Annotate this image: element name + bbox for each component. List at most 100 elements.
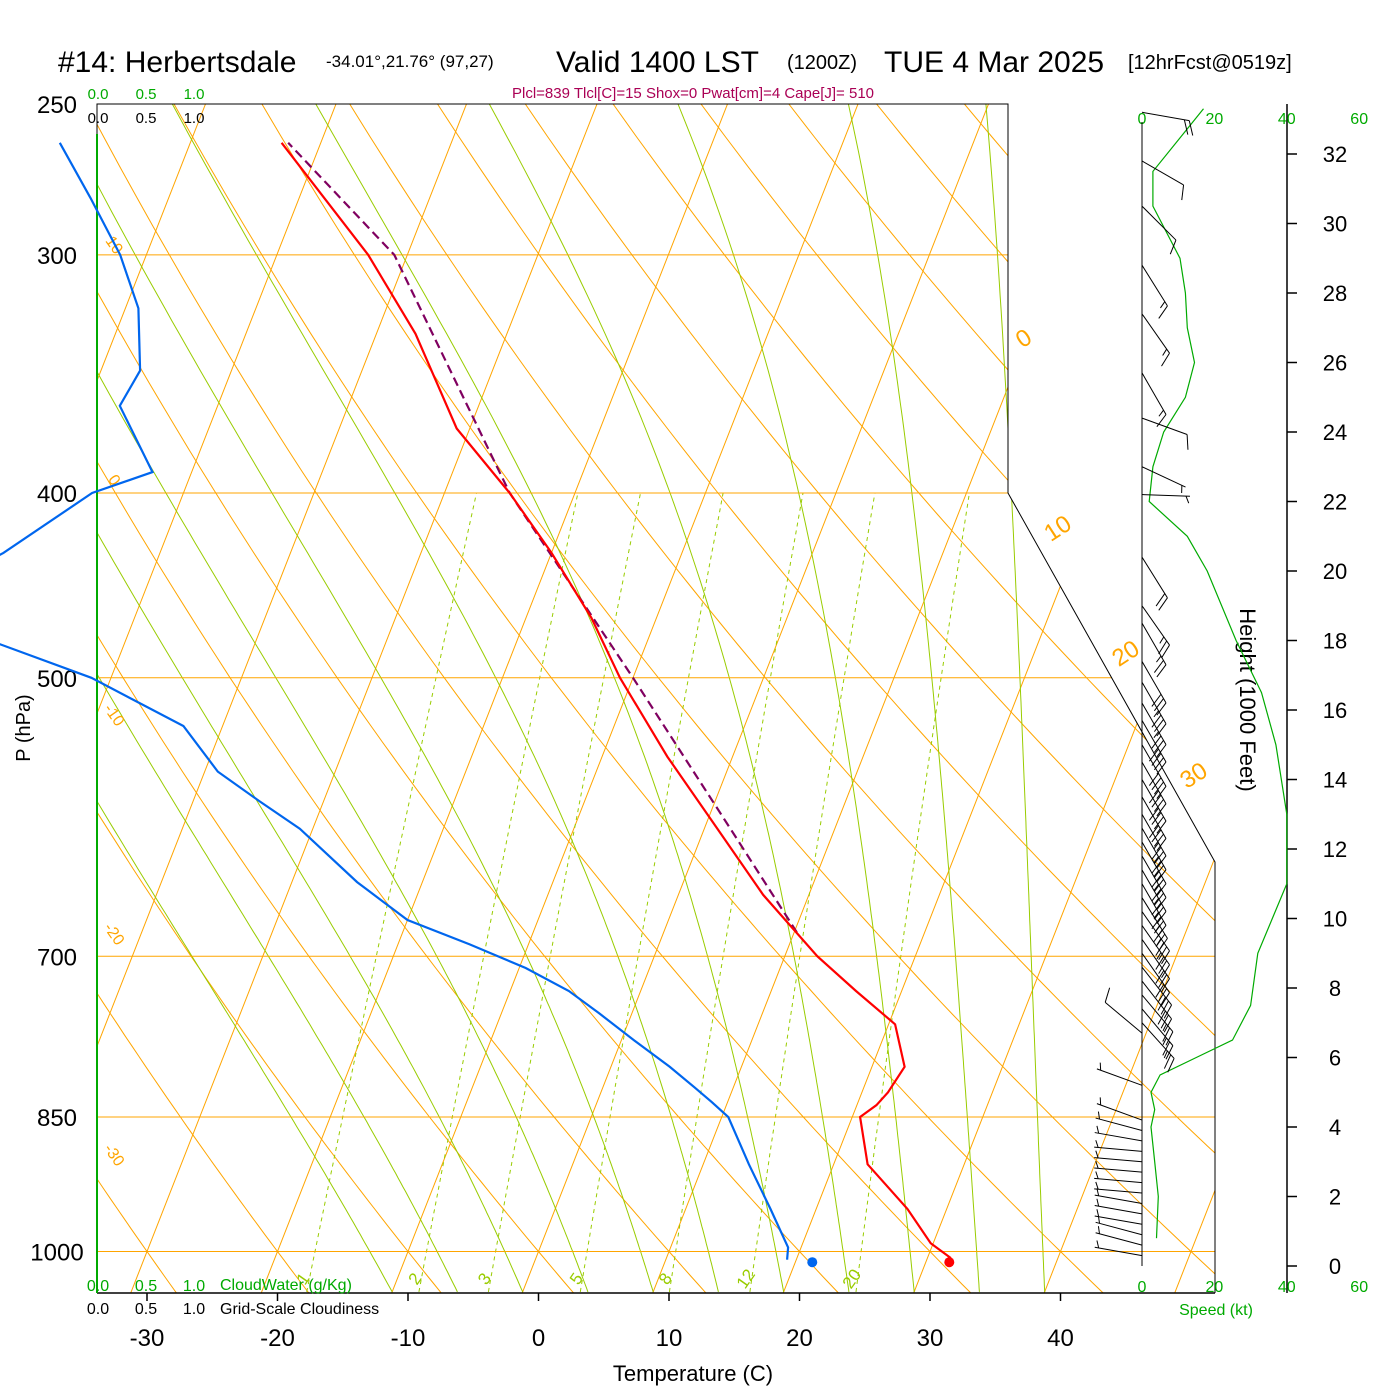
- wind-barb-staff: [1141, 313, 1170, 354]
- mixing-ratio-line: [418, 492, 579, 1292]
- wind-barb-flag: [1156, 414, 1167, 427]
- wind-panel: [1094, 108, 1288, 1266]
- x-tick-label: 0: [532, 1325, 545, 1352]
- wind-barb-flag: [1153, 878, 1164, 892]
- isotherm-line: [115, 104, 611, 1293]
- surface-temperature-dot: [944, 1257, 955, 1268]
- wind-barb: [1094, 1160, 1143, 1173]
- wind-barb-staff: [1094, 1246, 1143, 1257]
- wind-barb-flag: [1158, 597, 1168, 611]
- wind-barb: [1141, 111, 1194, 136]
- wind-barb-half: [1097, 1111, 1100, 1120]
- wind-barb-flag: [1155, 970, 1165, 984]
- wind-barb: [1141, 160, 1185, 201]
- wind-barb-half: [1095, 1181, 1099, 1190]
- wind-barb: [1094, 1240, 1143, 1257]
- dry-adiabat: [849, 104, 1215, 1293]
- wind-barb-flag: [1156, 803, 1167, 817]
- moist-adiabat: [982, 104, 1046, 1292]
- surface-dewpoint-dot: [807, 1257, 818, 1268]
- wind-barb-staff: [1095, 1232, 1143, 1246]
- wind-barb-flag: [1167, 1058, 1175, 1073]
- wind-barb: [1096, 1097, 1143, 1121]
- wind-barb-flag: [1165, 1031, 1174, 1046]
- dry-adiabat: [97, 104, 741, 1293]
- wind-barb-flag: [1156, 761, 1167, 775]
- wind-barb-half: [1096, 1209, 1100, 1217]
- wind-barb-staff: [1094, 1194, 1143, 1204]
- wind-barb-staff: [1141, 661, 1167, 704]
- dry-adiabat: [1371, 70, 1400, 1330]
- wind-barb-staff: [1141, 494, 1190, 497]
- cloudiness-label: Grid-Scale Cloudiness: [220, 1301, 379, 1318]
- wind-barb: [1141, 605, 1170, 659]
- wind-barb-half: [1096, 1188, 1100, 1196]
- wind-barb-half: [1153, 731, 1159, 739]
- wind-speed-tick-bottom: 40: [1278, 1279, 1296, 1296]
- wind-barb-flag: [1158, 305, 1168, 319]
- wind-barb-half: [1158, 409, 1164, 417]
- wind-barb-staff: [1141, 556, 1168, 599]
- wind-barb-flag: [1151, 714, 1162, 728]
- station-coords: -34.01°,21.76° (97,27): [326, 52, 494, 71]
- wind-barb-flag: [1162, 1027, 1171, 1042]
- dry-adiabat: [588, 104, 1215, 1293]
- wind-barb-flag: [1153, 906, 1164, 920]
- wind-barb: [1141, 205, 1177, 255]
- wind-barb-flag: [1153, 892, 1164, 906]
- wind-barb-staff: [1141, 160, 1184, 186]
- wind-barb: [1141, 720, 1167, 775]
- x-tick-label: -20: [260, 1325, 295, 1352]
- isotherm-label: 0: [1011, 324, 1037, 354]
- isotherm-line: [898, 104, 1215, 1293]
- wind-barb-half: [1095, 1171, 1099, 1179]
- wind-barb-staff: [1094, 1132, 1143, 1142]
- wind-barb-flag: [1156, 925, 1167, 938]
- wind-barb-flag: [1161, 352, 1170, 367]
- pressure-tick-label: 250: [37, 92, 77, 119]
- isotherm-line: [637, 104, 1133, 1293]
- wind-barb-flag: [1104, 987, 1111, 1003]
- wind-barb: [1094, 1181, 1143, 1194]
- wind-barb-flag: [1155, 593, 1166, 607]
- dry-adiabat: [97, 104, 607, 1293]
- dry-adiabat: [97, 104, 473, 1293]
- pressure-tick-label: 1000: [30, 1240, 83, 1267]
- wind-speed-tick-top: 60: [1350, 111, 1368, 128]
- height-tick-label: 16: [1323, 698, 1347, 723]
- wind-barb-flag: [1153, 719, 1164, 732]
- wind-barb: [1141, 925, 1170, 978]
- wind-barb: [1141, 702, 1167, 758]
- wind-speed-tick-top: 40: [1278, 111, 1296, 128]
- wind-barb: [1141, 556, 1168, 611]
- wind-barb: [1141, 417, 1189, 450]
- moist-adiabat: [97, 104, 393, 1293]
- wind-barb-staff: [1141, 264, 1168, 307]
- wind-barb-flag: [1161, 950, 1170, 965]
- cloud-scale-top-green: 1.0: [184, 86, 205, 103]
- wind-barb-staff: [1104, 1001, 1143, 1034]
- wind-barb-flag: [1163, 1018, 1172, 1033]
- wind-barb-half: [1096, 1198, 1100, 1207]
- wind-barb-half: [1095, 1140, 1099, 1148]
- wind-barb-flag: [1158, 946, 1168, 960]
- wind-barb: [1141, 744, 1167, 799]
- wind-barb-flag: [1157, 996, 1166, 1011]
- wind-barb: [1095, 1215, 1143, 1236]
- height-tick-label: 24: [1323, 420, 1347, 445]
- wind-barb: [1094, 1198, 1143, 1215]
- dry-adiabat: [97, 104, 205, 1293]
- wind-barb-staff: [1096, 1103, 1143, 1121]
- wind-barb-flag: [1151, 874, 1162, 888]
- wind-barb-flag: [1163, 1004, 1172, 1019]
- wind-barb: [1141, 372, 1167, 427]
- wind-barb-flag: [1158, 974, 1168, 988]
- dry-adiabat: [762, 104, 1215, 1293]
- isotherm-line: [1159, 104, 1215, 1293]
- wind-barb-flag: [1186, 434, 1189, 450]
- wind-barb-flag: [1162, 1041, 1171, 1056]
- wind-barb-flag: [1153, 698, 1164, 712]
- wind-barb: [1094, 1150, 1143, 1163]
- wind-barb-flag: [1157, 1010, 1166, 1025]
